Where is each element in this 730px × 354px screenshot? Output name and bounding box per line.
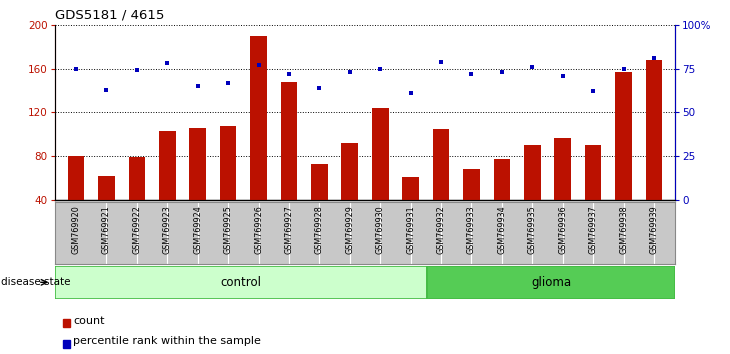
Text: GSM769929: GSM769929 [345,205,354,254]
Point [618,66,629,72]
Point [101,87,112,92]
Bar [220,126,237,244]
Point [526,64,538,70]
Text: GSM769926: GSM769926 [254,205,263,253]
Bar [463,169,480,244]
Point [374,66,386,72]
Text: GSM769932: GSM769932 [437,205,445,253]
Bar [63,319,70,327]
Text: GSM769938: GSM769938 [619,205,628,253]
Text: GSM769936: GSM769936 [558,205,567,253]
Text: GSM769923: GSM769923 [163,205,172,253]
Bar [433,129,450,244]
Bar [189,128,206,244]
Point [435,59,447,64]
Bar [615,72,632,244]
Point [496,69,508,75]
Point [344,69,356,75]
Point [648,55,660,61]
Point [253,62,264,68]
Text: GSM769927: GSM769927 [285,205,293,254]
Point [405,90,417,96]
Text: GDS5181 / 4615: GDS5181 / 4615 [55,9,164,22]
Text: count: count [73,316,105,326]
Point [223,80,234,85]
Point [557,73,569,79]
Bar [554,138,571,244]
Text: GSM769921: GSM769921 [102,205,111,253]
Text: GSM769933: GSM769933 [467,205,476,253]
Point [466,71,477,77]
Bar [524,145,541,244]
Text: GSM769931: GSM769931 [406,205,415,253]
Point [314,85,326,91]
Text: GSM769937: GSM769937 [588,205,598,253]
Bar [372,108,388,244]
Bar [68,156,85,244]
Text: GSM769934: GSM769934 [497,205,507,253]
Text: percentile rank within the sample: percentile rank within the sample [73,336,261,346]
Bar [128,157,145,244]
Text: GSM769920: GSM769920 [72,205,80,253]
Point [283,71,295,77]
Point [587,88,599,94]
Text: GSM769935: GSM769935 [528,205,537,253]
Bar [402,177,419,244]
Bar [311,164,328,244]
Bar [585,145,602,244]
Bar [645,60,662,244]
Text: glioma: glioma [531,276,571,289]
Text: GSM769925: GSM769925 [223,205,233,254]
Bar [342,143,358,244]
Point [131,68,143,73]
Text: GSM769922: GSM769922 [132,205,142,254]
Bar [159,131,176,244]
Bar [63,340,70,348]
Point [192,83,204,89]
Bar [250,36,267,244]
Text: control: control [220,276,261,289]
Bar [280,82,297,244]
Bar [493,160,510,244]
Text: GSM769924: GSM769924 [193,205,202,253]
Bar [427,266,675,299]
Bar [98,176,115,244]
Point [161,61,173,66]
Text: disease state: disease state [1,277,71,287]
Text: GSM769939: GSM769939 [650,205,658,253]
Point [70,66,82,72]
Text: GSM769928: GSM769928 [315,205,324,253]
Text: GSM769930: GSM769930 [376,205,385,253]
Bar [55,266,427,299]
